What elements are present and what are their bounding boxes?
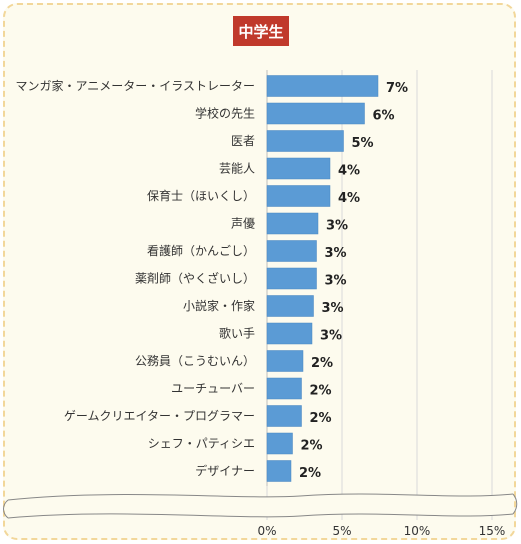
chart-title-badge: 中学生 — [233, 16, 289, 46]
category-label-6: 看護師（かんごし） — [147, 243, 255, 258]
bar-8 — [266, 295, 314, 317]
value-label-3: 4% — [338, 164, 360, 179]
bar-5 — [266, 212, 319, 235]
chart-card — [3, 3, 516, 540]
value-label-5: 3% — [326, 219, 348, 234]
x-tick-label-0: 0% — [257, 524, 276, 538]
bar-4 — [266, 185, 331, 207]
bar-1 — [266, 102, 365, 125]
category-label-2: 医者 — [231, 134, 255, 148]
bar-9 — [266, 322, 313, 345]
category-label-1: 学校の先生 — [195, 106, 255, 121]
category-label-11: ユーチューバー — [171, 382, 255, 396]
value-label-13: 2% — [301, 439, 323, 454]
category-label-3: 芸能人 — [219, 162, 255, 176]
category-label-10: 公務員（こうむいん） — [135, 354, 255, 368]
value-label-9: 3% — [320, 329, 342, 344]
bar-12 — [266, 405, 302, 427]
bar-6 — [266, 240, 317, 262]
category-label-9: 歌い手 — [219, 326, 255, 341]
value-label-12: 2% — [310, 411, 332, 426]
x-tick-label-1: 5% — [332, 524, 351, 538]
category-label-5: 声優 — [231, 217, 255, 231]
category-label-4: 保育士（ほいくし） — [147, 188, 255, 203]
value-label-1: 6% — [373, 109, 395, 124]
x-tick-label-2: 10% — [404, 524, 431, 538]
value-label-10: 2% — [311, 356, 333, 371]
axis-break-cap-left — [3, 499, 9, 519]
axis-break-line-bottom — [7, 513, 514, 519]
value-label-2: 5% — [352, 136, 374, 151]
bar-13 — [266, 432, 293, 455]
category-label-8: 小説家・作家 — [183, 298, 255, 313]
bar-10 — [266, 350, 304, 372]
value-label-6: 3% — [325, 246, 347, 261]
value-label-7: 3% — [325, 274, 347, 289]
bar-0 — [266, 75, 379, 97]
axis-break-line-top — [7, 493, 514, 501]
value-label-4: 4% — [338, 191, 360, 206]
bar-7 — [266, 267, 317, 290]
bar-14 — [266, 460, 292, 482]
value-label-0: 7% — [386, 81, 408, 96]
category-label-0: マンガ家・アニメーター・イラストレーター — [15, 78, 255, 93]
category-label-13: シェフ・パティシエ — [148, 437, 255, 451]
category-label-7: 薬剤師（やくざいし） — [135, 271, 255, 286]
bar-2 — [266, 130, 344, 152]
axis-break-fill — [8, 494, 513, 518]
axis-break-cap-right — [512, 493, 518, 515]
bar-3 — [266, 157, 331, 180]
bar-11 — [266, 377, 302, 400]
category-label-12: ゲームクリエイター・プログラマー — [64, 409, 255, 423]
value-label-14: 2% — [299, 466, 321, 481]
value-label-8: 3% — [322, 301, 344, 316]
category-label-14: デザイナー — [195, 463, 255, 478]
value-label-11: 2% — [310, 384, 332, 399]
x-tick-label-3: 15% — [479, 524, 506, 538]
